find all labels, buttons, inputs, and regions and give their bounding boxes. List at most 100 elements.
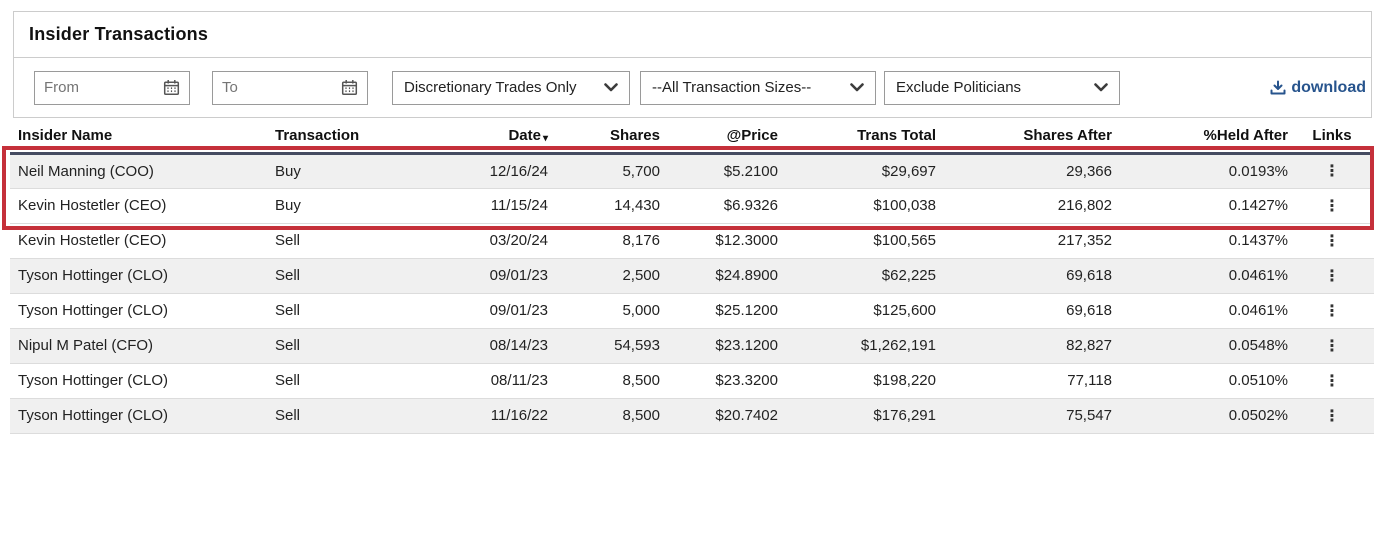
trade-type-selected: Discretionary Trades Only bbox=[404, 79, 577, 96]
col-header-shares-after[interactable]: Shares After bbox=[938, 120, 1114, 155]
download-link[interactable]: download bbox=[1270, 79, 1366, 97]
cell-transaction: Sell bbox=[270, 258, 435, 294]
cell-price: $25.1200 bbox=[662, 293, 780, 329]
row-links-menu-button[interactable]: ⋮ bbox=[1318, 371, 1346, 391]
insider-transactions-table: Insider Name Transaction Date ▾ Shares @P… bbox=[10, 120, 1374, 434]
filter-row: From To Discretionary Trades Only --All … bbox=[14, 58, 1371, 117]
row-links-menu-button[interactable]: ⋮ bbox=[1318, 336, 1346, 356]
cell-trans-total: $1,262,191 bbox=[780, 328, 938, 364]
col-header-trans-total[interactable]: Trans Total bbox=[780, 120, 938, 155]
cell-date: 08/14/23 bbox=[435, 328, 550, 364]
table-row[interactable]: Nipul M Patel (CFO) Sell 08/14/23 54,593… bbox=[10, 328, 1374, 364]
row-links-menu-button[interactable]: ⋮ bbox=[1318, 231, 1346, 251]
cell-price: $23.1200 bbox=[662, 328, 780, 364]
cell-held-after: 0.0461% bbox=[1114, 258, 1290, 294]
download-label: download bbox=[1291, 78, 1366, 96]
cell-shares-after: 82,827 bbox=[938, 328, 1114, 364]
calendar-icon bbox=[341, 79, 358, 96]
cell-insider-name: Kevin Hostetler (CEO) bbox=[10, 223, 270, 259]
cell-insider-name: Neil Manning (COO) bbox=[10, 153, 270, 189]
table-row[interactable]: Tyson Hottinger (CLO) Sell 09/01/23 5,00… bbox=[10, 293, 1374, 329]
cell-trans-total: $198,220 bbox=[780, 363, 938, 399]
cell-date: 09/01/23 bbox=[435, 258, 550, 294]
politicians-selected: Exclude Politicians bbox=[896, 79, 1022, 96]
col-header-shares[interactable]: Shares bbox=[550, 120, 662, 155]
download-icon bbox=[1270, 80, 1286, 96]
cell-insider-name: Tyson Hottinger (CLO) bbox=[10, 258, 270, 294]
cell-price: $20.7402 bbox=[662, 398, 780, 434]
table-row[interactable]: Tyson Hottinger (CLO) Sell 09/01/23 2,50… bbox=[10, 258, 1374, 294]
cell-trans-total: $100,038 bbox=[780, 188, 938, 224]
cell-held-after: 0.0461% bbox=[1114, 293, 1290, 329]
cell-shares: 8,500 bbox=[550, 363, 662, 399]
chevron-down-icon bbox=[850, 83, 864, 92]
cell-shares-after: 217,352 bbox=[938, 223, 1114, 259]
cell-shares-after: 77,118 bbox=[938, 363, 1114, 399]
cell-date: 11/15/24 bbox=[435, 188, 550, 224]
cell-held-after: 0.0193% bbox=[1114, 153, 1290, 189]
cell-shares-after: 216,802 bbox=[938, 188, 1114, 224]
cell-shares: 5,700 bbox=[550, 153, 662, 189]
cell-transaction: Sell bbox=[270, 293, 435, 329]
col-header-insider-name[interactable]: Insider Name bbox=[10, 120, 270, 155]
to-date-input[interactable]: To bbox=[212, 70, 368, 105]
col-header-transaction[interactable]: Transaction bbox=[270, 120, 435, 155]
transaction-size-dropdown[interactable]: --All Transaction Sizes-- bbox=[640, 70, 876, 105]
col-header-held-after[interactable]: %Held After bbox=[1114, 120, 1290, 155]
cell-insider-name: Tyson Hottinger (CLO) bbox=[10, 398, 270, 434]
cell-held-after: 0.1437% bbox=[1114, 223, 1290, 259]
from-date-input[interactable]: From bbox=[34, 70, 190, 105]
cell-price: $12.3000 bbox=[662, 223, 780, 259]
table-row[interactable]: Kevin Hostetler (CEO) Sell 03/20/24 8,17… bbox=[10, 223, 1374, 259]
trade-type-dropdown[interactable]: Discretionary Trades Only bbox=[392, 70, 630, 105]
cell-shares: 2,500 bbox=[550, 258, 662, 294]
cell-shares-after: 69,618 bbox=[938, 258, 1114, 294]
to-date-placeholder: To bbox=[222, 79, 238, 96]
cell-date: 09/01/23 bbox=[435, 293, 550, 329]
table-row[interactable]: Tyson Hottinger (CLO) Sell 11/16/22 8,50… bbox=[10, 398, 1374, 434]
cell-shares: 8,500 bbox=[550, 398, 662, 434]
calendar-icon bbox=[163, 79, 180, 96]
cell-date: 12/16/24 bbox=[435, 153, 550, 189]
cell-shares: 14,430 bbox=[550, 188, 662, 224]
cell-insider-name: Kevin Hostetler (CEO) bbox=[10, 188, 270, 224]
cell-date: 03/20/24 bbox=[435, 223, 550, 259]
politicians-dropdown[interactable]: Exclude Politicians bbox=[884, 70, 1120, 105]
table-row[interactable]: Tyson Hottinger (CLO) Sell 08/11/23 8,50… bbox=[10, 363, 1374, 399]
cell-price: $23.3200 bbox=[662, 363, 780, 399]
col-header-date[interactable]: Date ▾ bbox=[435, 120, 550, 155]
cell-held-after: 0.0510% bbox=[1114, 363, 1290, 399]
cell-transaction: Sell bbox=[270, 363, 435, 399]
col-header-links[interactable]: Links bbox=[1290, 120, 1374, 155]
cell-trans-total: $62,225 bbox=[780, 258, 938, 294]
row-links-menu-button[interactable]: ⋮ bbox=[1318, 161, 1346, 181]
cell-insider-name: Nipul M Patel (CFO) bbox=[10, 328, 270, 364]
table-row[interactable]: Neil Manning (COO) Buy 12/16/24 5,700 $5… bbox=[10, 153, 1374, 189]
row-links-menu-button[interactable]: ⋮ bbox=[1318, 266, 1346, 286]
cell-transaction: Buy bbox=[270, 188, 435, 224]
table-row[interactable]: Kevin Hostetler (CEO) Buy 11/15/24 14,43… bbox=[10, 188, 1374, 224]
cell-trans-total: $100,565 bbox=[780, 223, 938, 259]
cell-shares: 54,593 bbox=[550, 328, 662, 364]
cell-transaction: Buy bbox=[270, 153, 435, 189]
cell-price: $6.9326 bbox=[662, 188, 780, 224]
cell-price: $5.2100 bbox=[662, 153, 780, 189]
row-links-menu-button[interactable]: ⋮ bbox=[1318, 196, 1346, 216]
table-header-row: Insider Name Transaction Date ▾ Shares @P… bbox=[10, 120, 1374, 155]
table-body: Neil Manning (COO) Buy 12/16/24 5,700 $5… bbox=[10, 153, 1374, 434]
row-links-menu-button[interactable]: ⋮ bbox=[1318, 301, 1346, 321]
cell-date: 11/16/22 bbox=[435, 398, 550, 434]
cell-transaction: Sell bbox=[270, 223, 435, 259]
cell-shares: 5,000 bbox=[550, 293, 662, 329]
row-links-menu-button[interactable]: ⋮ bbox=[1318, 406, 1346, 426]
from-date-placeholder: From bbox=[44, 79, 79, 96]
chevron-down-icon bbox=[604, 83, 618, 92]
col-header-price[interactable]: @Price bbox=[662, 120, 780, 155]
cell-shares-after: 29,366 bbox=[938, 153, 1114, 189]
cell-insider-name: Tyson Hottinger (CLO) bbox=[10, 293, 270, 329]
cell-transaction: Sell bbox=[270, 328, 435, 364]
cell-trans-total: $176,291 bbox=[780, 398, 938, 434]
cell-trans-total: $125,600 bbox=[780, 293, 938, 329]
cell-held-after: 0.0502% bbox=[1114, 398, 1290, 434]
cell-held-after: 0.0548% bbox=[1114, 328, 1290, 364]
